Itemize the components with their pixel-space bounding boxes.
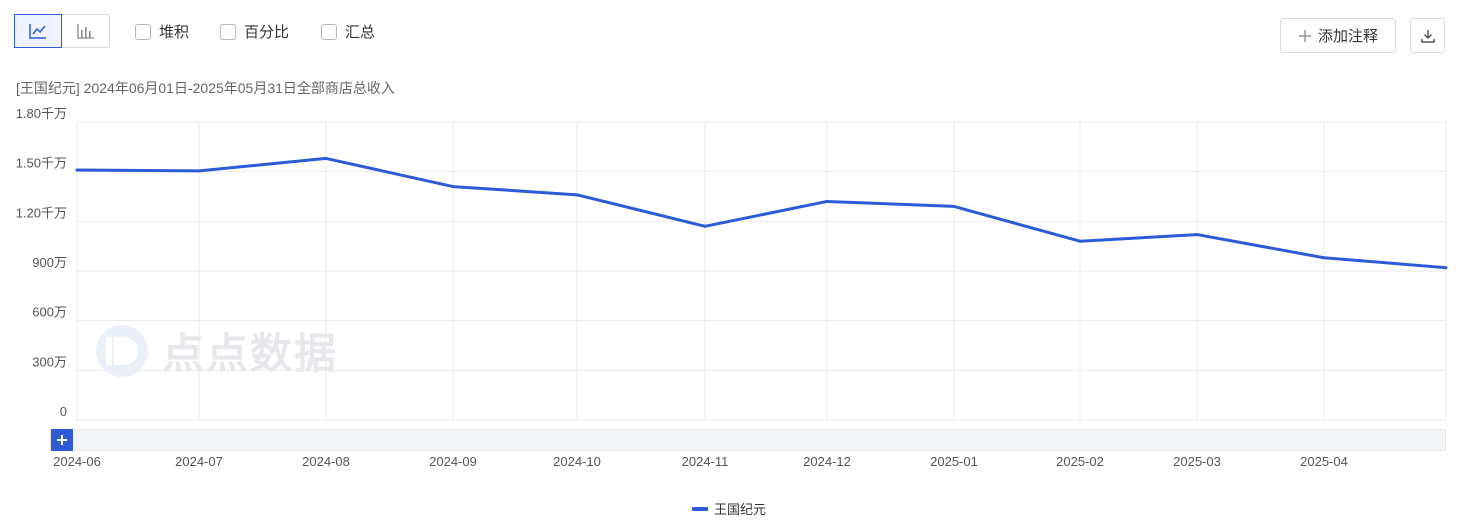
checkbox-box[interactable] bbox=[220, 23, 236, 40]
x-tick-label: 2024-08 bbox=[302, 454, 350, 469]
data-point bbox=[952, 204, 956, 208]
stack-label: 堆积 bbox=[159, 24, 190, 41]
series-layer bbox=[75, 156, 1448, 270]
y-tick-label: 300万 bbox=[32, 354, 67, 369]
data-point bbox=[451, 185, 455, 189]
x-tick-label: 2024-11 bbox=[681, 454, 729, 469]
data-point bbox=[1195, 233, 1199, 237]
total-label: 汇总 bbox=[345, 24, 376, 41]
series-line bbox=[76, 156, 1447, 270]
download-icon bbox=[1420, 29, 1435, 43]
watermark: 点点数据 bbox=[92, 320, 338, 381]
y-tick-label: 1.80千万 bbox=[16, 106, 67, 121]
checkbox-box[interactable] bbox=[321, 23, 337, 40]
chart-type-switch bbox=[14, 14, 110, 48]
data-zoom-slider[interactable] bbox=[50, 429, 1446, 451]
line-chart-button[interactable] bbox=[14, 14, 63, 48]
x-tick-label: 2025-03 bbox=[1173, 454, 1221, 469]
data-point bbox=[575, 193, 579, 197]
stack-checkbox[interactable]: 堆积 bbox=[135, 21, 189, 42]
x-tick-label: 2024-07 bbox=[175, 454, 223, 469]
percent-label: 百分比 bbox=[244, 24, 290, 41]
y-axis-ticks: 0 300万 600万 900万 1.20千万 1.50千万 1.80千万 bbox=[16, 106, 67, 419]
x-tick-label: 2024-06 bbox=[53, 454, 101, 469]
bar-chart-icon bbox=[76, 24, 94, 39]
data-point bbox=[197, 169, 201, 173]
x-tick-label: 2024-10 bbox=[553, 454, 601, 469]
percent-checkbox[interactable]: 百分比 bbox=[220, 21, 289, 42]
x-tick-label: 2025-02 bbox=[1056, 454, 1104, 469]
watermark-text: 点点数据 bbox=[162, 330, 339, 377]
grid bbox=[76, 121, 1447, 421]
download-button[interactable] bbox=[1410, 18, 1445, 53]
checkbox-box[interactable] bbox=[135, 23, 151, 40]
legend-swatch bbox=[692, 506, 708, 511]
data-point bbox=[825, 199, 829, 203]
y-tick-label: 1.50千万 bbox=[16, 156, 67, 171]
legend[interactable]: 王国纪元 bbox=[692, 499, 766, 518]
bar-chart-button[interactable] bbox=[62, 15, 109, 47]
watermark-logo-icon bbox=[96, 324, 148, 377]
x-tick-label: 2024-12 bbox=[803, 454, 851, 469]
data-point bbox=[75, 168, 79, 172]
y-tick-label: 1.20千万 bbox=[16, 205, 67, 220]
y-tick-label: 0 bbox=[60, 404, 67, 419]
chart-subtitle: [王国纪元] 2024年06月01日-2025年05月31日全部商店总收入 bbox=[16, 80, 395, 96]
zoom-expand-button[interactable] bbox=[51, 429, 73, 451]
legend-label: 王国纪元 bbox=[714, 502, 767, 517]
y-tick-label: 900万 bbox=[32, 255, 67, 270]
data-point bbox=[1444, 266, 1448, 270]
data-point bbox=[1078, 239, 1082, 243]
line-chart-icon bbox=[29, 24, 46, 39]
data-point bbox=[1322, 256, 1326, 260]
add-note-label: 添加注释 bbox=[1317, 28, 1378, 45]
x-tick-label: 2024-09 bbox=[429, 454, 477, 469]
plus-icon bbox=[1298, 29, 1311, 42]
data-point bbox=[703, 224, 707, 228]
y-tick-label: 600万 bbox=[32, 305, 67, 320]
plus-icon bbox=[57, 435, 67, 445]
data-point bbox=[324, 156, 328, 160]
add-note-button[interactable]: 添加注释 bbox=[1280, 18, 1396, 53]
x-tick-label: 2025-01 bbox=[930, 454, 978, 469]
x-tick-label: 2025-04 bbox=[1300, 454, 1348, 469]
total-checkbox[interactable]: 汇总 bbox=[321, 21, 375, 42]
